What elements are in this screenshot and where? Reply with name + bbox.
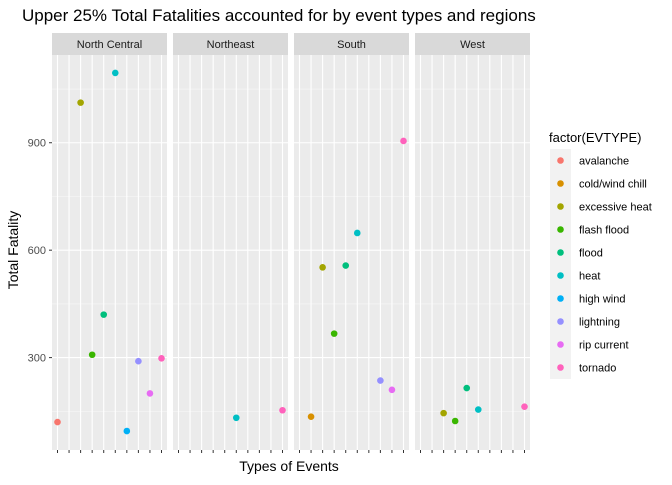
legend-label: flood xyxy=(579,248,603,260)
legend-swatch xyxy=(557,249,564,256)
legend-label: tornado xyxy=(579,363,616,375)
data-point xyxy=(88,351,96,359)
data-point xyxy=(400,137,407,145)
facet-strip xyxy=(415,33,530,55)
legend-swatch xyxy=(557,226,564,233)
data-point xyxy=(474,406,482,413)
legend-label: avalanche xyxy=(579,156,629,168)
legend: factor(EVTYPE) avalanche cold/wind chill e… xyxy=(549,130,652,379)
facet-strip xyxy=(294,33,409,55)
facet-panel: Northeast xyxy=(173,33,288,453)
y-axis-label: Total Fatality xyxy=(5,211,21,290)
data-point xyxy=(54,418,61,426)
panels: North Central Northeast South West xyxy=(52,33,530,453)
data-point xyxy=(77,99,84,106)
data-point xyxy=(319,264,326,271)
data-point xyxy=(279,406,286,414)
legend-swatch xyxy=(557,272,564,279)
legend-swatch xyxy=(557,180,564,187)
legend-swatch xyxy=(557,364,564,371)
data-point xyxy=(123,427,131,435)
data-point xyxy=(440,409,447,417)
legend-swatch xyxy=(557,157,564,164)
y-tick-label: 900 xyxy=(28,138,46,150)
legend-title: factor(EVTYPE) xyxy=(549,130,641,145)
facet-strip-label: West xyxy=(460,39,485,51)
panel-background xyxy=(294,55,409,450)
legend-label: high wind xyxy=(579,294,625,306)
data-point xyxy=(342,262,350,269)
facet-panel: West xyxy=(415,33,530,453)
data-point xyxy=(463,384,471,392)
y-tick-label: 600 xyxy=(28,245,46,257)
data-point xyxy=(307,413,315,420)
data-point xyxy=(388,386,396,394)
legend-swatch xyxy=(557,203,564,210)
data-point xyxy=(158,355,165,362)
legend-label: excessive heat xyxy=(579,202,652,214)
data-point xyxy=(111,69,119,77)
data-point xyxy=(146,390,154,397)
facet-strip-label: South xyxy=(337,39,366,51)
data-point xyxy=(100,311,108,318)
panel-background xyxy=(415,55,530,450)
legend-label: flash flood xyxy=(579,225,629,237)
legend-swatch xyxy=(557,318,564,325)
legend-label: heat xyxy=(579,271,600,283)
data-point xyxy=(135,357,142,365)
facet-panel: South xyxy=(294,33,409,453)
facet-strip xyxy=(173,33,288,55)
panel-background xyxy=(52,55,167,450)
facet-panel: North Central xyxy=(52,33,167,453)
facet-strip-label: Northeast xyxy=(207,39,255,51)
facet-strip-label: North Central xyxy=(77,39,142,51)
legend-swatch xyxy=(557,295,564,302)
x-axis-label: Types of Events xyxy=(239,458,339,474)
data-point xyxy=(377,377,384,384)
data-point xyxy=(330,330,338,337)
panel-background xyxy=(173,55,288,450)
legend-label: rip current xyxy=(579,340,629,352)
facet-strip xyxy=(52,33,167,55)
data-point xyxy=(521,403,528,410)
chart-title: Upper 25% Total Fatalities accounted for… xyxy=(22,6,536,25)
y-axis: 300 600 900 xyxy=(28,138,52,365)
legend-label: cold/wind chill xyxy=(579,179,647,191)
data-point xyxy=(353,229,361,237)
legend-swatch xyxy=(557,341,564,348)
data-point xyxy=(451,417,459,425)
legend-label: lightning xyxy=(579,317,620,329)
y-tick-label: 300 xyxy=(28,353,46,365)
data-point xyxy=(232,414,240,422)
